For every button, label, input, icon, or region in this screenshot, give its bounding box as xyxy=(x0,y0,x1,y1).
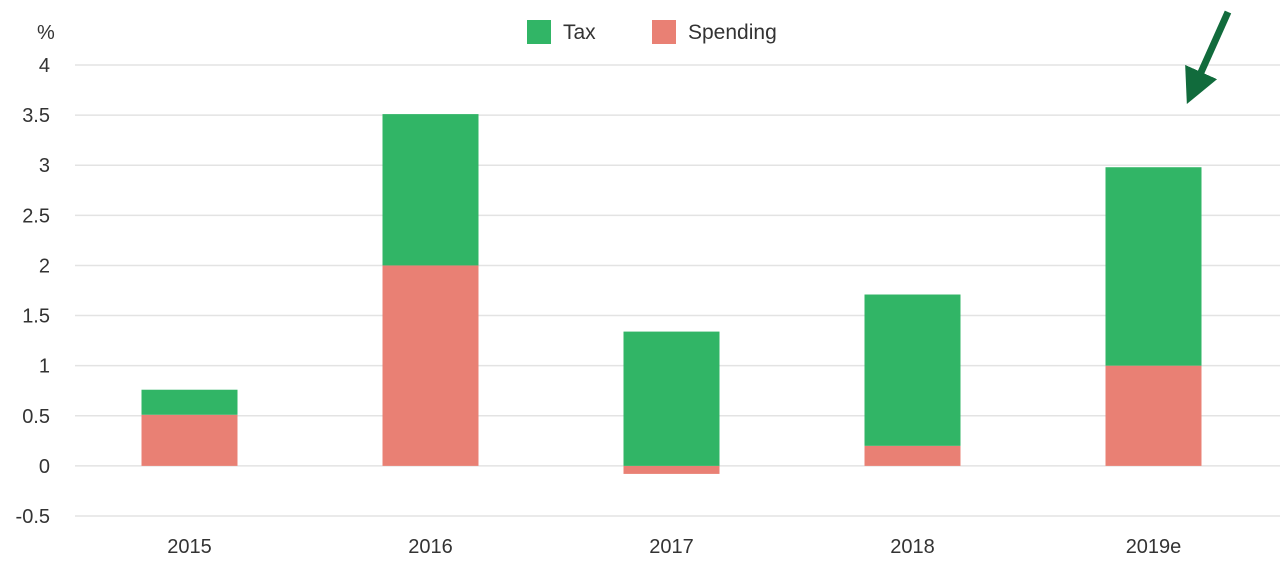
x-tick-label: 2016 xyxy=(408,536,453,558)
bar-spending-2017 xyxy=(623,465,720,474)
x-tick-label: 2015 xyxy=(167,536,212,558)
y-tick-label: 2.5 xyxy=(22,205,50,227)
bar-tax-2016 xyxy=(382,114,479,266)
y-tick-label: 3.5 xyxy=(22,105,50,127)
legend-label-spending: Spending xyxy=(688,21,777,44)
y-tick-label: -0.5 xyxy=(16,506,50,528)
legend-swatch-tax xyxy=(527,20,551,44)
gridlines xyxy=(75,64,1280,517)
legend: Tax Spending xyxy=(527,20,777,44)
y-tick-label: 0.5 xyxy=(22,406,50,428)
annotation-arrow-line xyxy=(1185,10,1232,104)
y-tick-label: 4 xyxy=(39,55,50,77)
bar-spending-2015 xyxy=(141,414,238,466)
annotation-arrow xyxy=(1185,10,1232,104)
bar-spending-2019e xyxy=(1105,365,1202,466)
bar-tax-2018 xyxy=(864,294,961,446)
bar-spending-2016 xyxy=(382,265,479,466)
y-tick-label: 1 xyxy=(39,356,50,378)
bar-tax-2015 xyxy=(141,389,238,415)
y-tick-label: 3 xyxy=(39,155,50,177)
bars xyxy=(141,114,1202,474)
y-tick-label: 0 xyxy=(39,456,50,478)
legend-label-tax: Tax xyxy=(563,21,596,44)
y-axis: % -0.5 0 0.5 1 1.5 2 2.5 3 3.5 4 xyxy=(16,22,55,528)
y-axis-unit-label: % xyxy=(37,22,55,44)
bar-tax-2017 xyxy=(623,331,720,466)
y-tick-label: 2 xyxy=(39,255,50,277)
legend-swatch-spending xyxy=(652,20,676,44)
bar-spending-2018 xyxy=(864,445,961,466)
x-tick-label: 2017 xyxy=(649,536,694,558)
y-tick-label: 1.5 xyxy=(22,306,50,328)
x-axis: 2015 2016 2017 2018 2019e xyxy=(167,536,1181,558)
x-tick-label: 2019e xyxy=(1126,536,1182,558)
x-tick-label: 2018 xyxy=(890,536,935,558)
bar-tax-2019e xyxy=(1105,167,1202,366)
